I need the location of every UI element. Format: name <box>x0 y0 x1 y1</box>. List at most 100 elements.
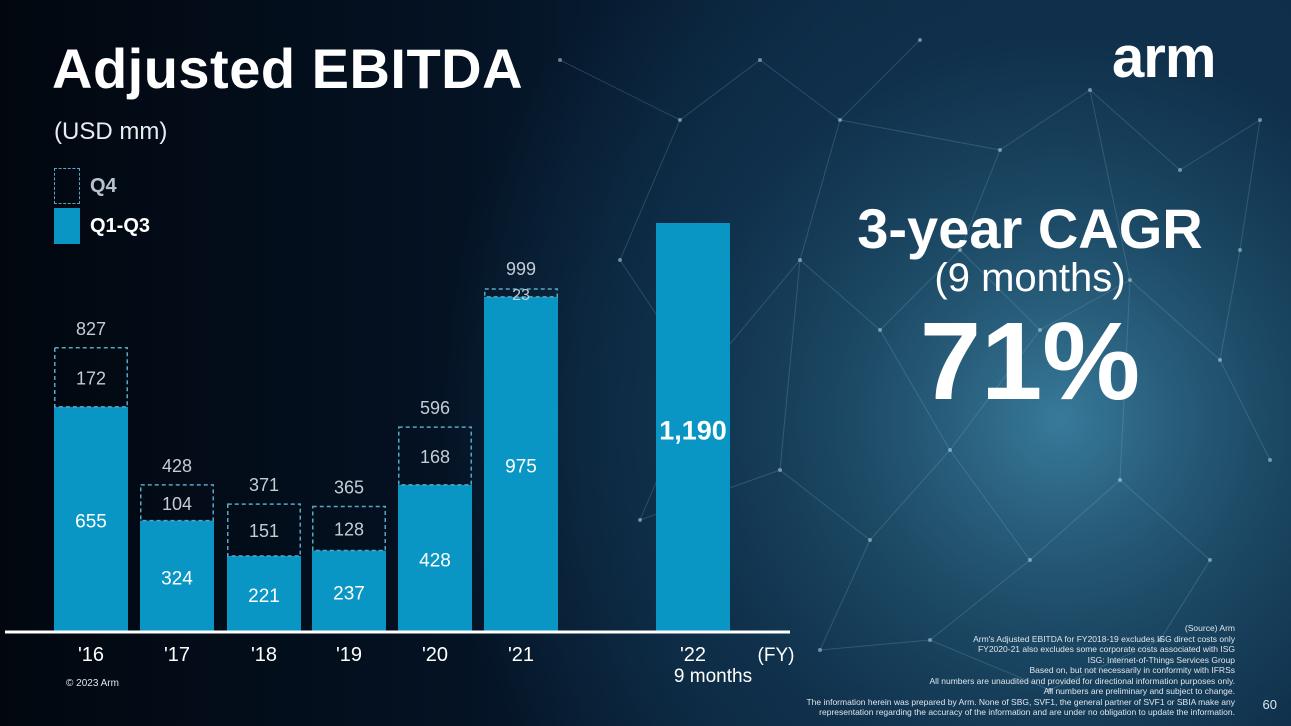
network-node <box>1128 278 1132 282</box>
cagr-subtitle: (9 months) <box>934 256 1126 300</box>
bar-q1-q3 <box>312 550 386 632</box>
bar-label-q1-q3: 1,190 <box>659 416 727 446</box>
network-line <box>869 449 951 541</box>
bar-label-q4: 128 <box>334 520 364 540</box>
bar-q1-q3 <box>656 223 730 632</box>
bar-label-q4: 172 <box>76 368 106 388</box>
network-node <box>838 118 842 122</box>
bar-q4 <box>140 484 214 522</box>
network-line <box>1119 279 1131 481</box>
network-line <box>1089 89 1131 281</box>
network-line <box>999 89 1091 151</box>
legend-swatch-q1-q3 <box>54 208 80 244</box>
network-node <box>998 148 1002 152</box>
footnote-line: ISG: Internet-of-Things Services Group <box>1087 654 1235 665</box>
network-line <box>559 59 681 121</box>
bar-label-q1-q3: 237 <box>333 583 365 604</box>
network-line <box>929 639 1051 691</box>
network-node <box>618 258 622 262</box>
network-line <box>619 119 681 261</box>
x-tick-label: '16 <box>78 644 104 666</box>
bar-total-label: 999 <box>506 259 536 279</box>
bar-q1-q3 <box>54 406 128 632</box>
bar-label-q4: 23 <box>512 287 530 304</box>
x-tick-label: '17 <box>164 644 190 666</box>
network-node <box>1048 688 1052 692</box>
network-line <box>1219 249 1241 361</box>
footnote-line: All numbers are preliminary and subject … <box>1043 686 1235 696</box>
network-node <box>1158 638 1162 642</box>
network-line <box>949 449 1031 561</box>
bar-label-q4: 168 <box>420 447 450 467</box>
footnote-line: Based on, but not necessarily in conform… <box>1029 665 1235 675</box>
bar-q1-q3 <box>227 556 301 632</box>
footnote-line: FY2020-21 also excludes some corporate c… <box>977 644 1235 654</box>
network-node <box>1118 478 1122 482</box>
x-axis-label: (FY) <box>758 645 795 666</box>
bar-q4 <box>398 426 472 486</box>
footnote-line: (Source) Arm <box>1184 623 1235 633</box>
network-line <box>1119 479 1211 561</box>
legend-label-q1-q3: Q1-Q3 <box>90 214 151 237</box>
x-tick-label: '19 <box>336 644 362 666</box>
network-node <box>1238 248 1242 252</box>
bar-q1-q3 <box>484 296 558 632</box>
arm-logo: arm <box>1112 25 1216 90</box>
footnote-line: The information herein was prepared by A… <box>806 696 1235 707</box>
network-node <box>1178 168 1182 172</box>
network-node <box>558 58 562 62</box>
network-line <box>879 249 961 331</box>
network-line <box>949 329 1041 451</box>
footnote-line: representation regarding the accuracy of… <box>819 707 1235 717</box>
footnote-line: Arm's Adjusted EBITDA for FY2018-19 excl… <box>973 633 1235 644</box>
network-node <box>1088 88 1092 92</box>
bar-total-label: 827 <box>76 319 106 339</box>
bar-label-q1-q3: 975 <box>505 456 537 477</box>
slide-title: Adjusted EBITDA <box>52 37 524 100</box>
cagr-title: 3-year CAGR <box>857 197 1203 260</box>
network-line <box>1159 559 1211 641</box>
bar-label-q1-q3: 324 <box>161 568 193 589</box>
network-node <box>1028 558 1032 562</box>
network-line <box>799 259 881 331</box>
cagr-value: 71% <box>919 300 1141 423</box>
network-node <box>958 248 962 252</box>
x-tick-label: '20 <box>422 644 448 666</box>
x-tick-label: '21 <box>508 644 534 666</box>
network-line <box>1179 119 1261 171</box>
network-line <box>959 249 1041 331</box>
network-line <box>819 539 871 651</box>
network-node <box>1038 328 1042 332</box>
network-line <box>839 39 921 121</box>
legend-item-q4: Q4 <box>54 168 117 204</box>
bar-q4 <box>312 505 386 552</box>
bar-total-label: 428 <box>162 456 192 476</box>
network-line <box>1239 119 1261 251</box>
bar-q4 <box>54 347 128 408</box>
x-tick-label: '18 <box>251 644 277 666</box>
network-node <box>948 448 952 452</box>
network-node <box>1258 118 1262 122</box>
bar-q4 <box>484 288 558 298</box>
ebitda-bar-chart: 655 172 827 '16 324 104 428 '17 221 151 371 '18 237 1… <box>54 223 795 687</box>
network-line <box>779 259 801 471</box>
network-line <box>1129 279 1221 361</box>
network-node <box>1268 458 1272 462</box>
network-line <box>1029 479 1121 561</box>
network-node <box>1218 358 1222 362</box>
bar-label-q1-q3: 221 <box>248 586 280 607</box>
bar-label-q1-q3: 428 <box>419 550 451 571</box>
footnote-line: All numbers are unaudited and provided f… <box>929 675 1235 686</box>
network-line <box>759 59 841 121</box>
unit-label: (USD mm) <box>54 118 168 145</box>
legend-label-q4: Q4 <box>90 174 117 197</box>
network-line <box>1049 639 1161 691</box>
network-line <box>799 119 841 261</box>
network-node <box>798 258 802 262</box>
network-node <box>878 328 882 332</box>
bar-label-q4: 104 <box>162 494 192 514</box>
x-tick-sublabel: 9 months <box>674 666 752 687</box>
bar-label-q1-q3: 655 <box>75 511 107 532</box>
